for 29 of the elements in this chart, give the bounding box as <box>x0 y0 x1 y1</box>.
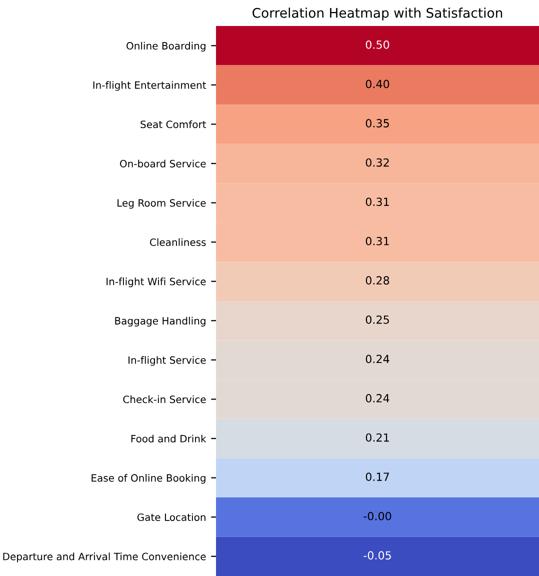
data-label: 0.31 <box>366 198 389 206</box>
data-label: 0.21 <box>366 433 389 442</box>
y-tick-label: Online Boarding <box>126 42 206 52</box>
y-tick-label: Cleanliness <box>150 238 206 246</box>
data-label: 0.25 <box>366 315 389 324</box>
y-tick-label: In-flight Wifi Service <box>106 278 206 288</box>
y-tick-label: Leg Room Service <box>118 198 206 209</box>
y-tick-label: Departure and Arrival Time Convenience <box>3 552 206 562</box>
y-tick-label: On-board Service <box>120 160 206 168</box>
y-tick-label: Gate Location <box>137 513 206 522</box>
data-label: 0.24 <box>366 394 390 402</box>
data-label: -0.05 <box>364 551 391 560</box>
y-tick-label: Ease of Online Booking <box>92 474 206 484</box>
y-tick-label: In-flight Service <box>128 356 206 366</box>
data-label: 0.35 <box>366 119 389 128</box>
data-label: 0.24 <box>366 354 390 364</box>
chart-title: Correlation Heatmap with Satisfaction <box>252 8 502 20</box>
y-tick-label: Seat Comfort <box>140 120 206 128</box>
data-label: 0.17 <box>366 472 389 482</box>
y-tick-label: In-flight Entertainment <box>93 81 206 91</box>
data-label: -0.00 <box>364 512 392 520</box>
data-label: 0.50 <box>366 40 390 49</box>
y-tick-label: Check-in Service <box>123 395 206 404</box>
data-label: 0.28 <box>366 276 390 285</box>
data-label: 0.31 <box>366 236 389 246</box>
data-label: 0.32 <box>366 158 389 167</box>
data-label: 0.40 <box>366 80 390 88</box>
y-tick-label: Baggage Handling <box>115 316 206 327</box>
y-tick-label: Food and Drink <box>131 434 206 442</box>
